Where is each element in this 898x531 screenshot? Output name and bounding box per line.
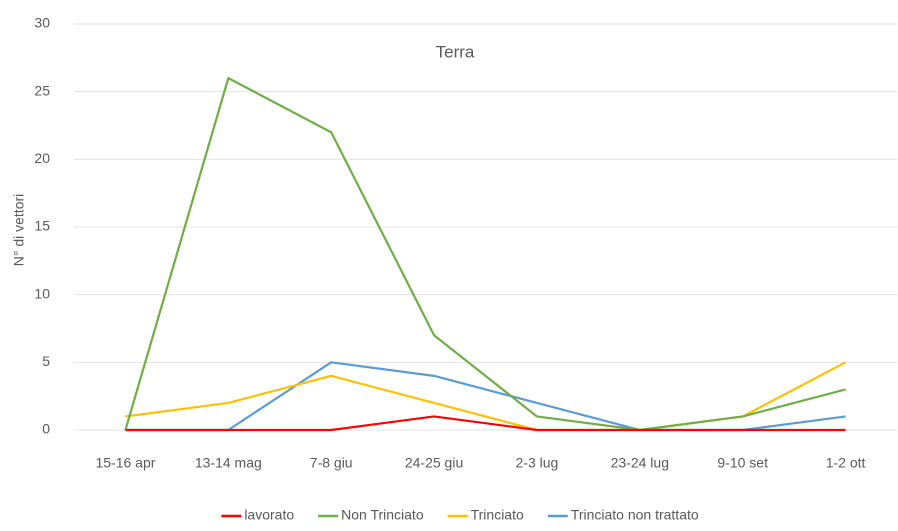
y-tick-label: 5 [42,353,50,369]
x-tick-label: 24-25 giu [405,455,463,471]
legend-label: Trinciato non trattato [571,507,699,523]
y-axis-label: N° di vettori [11,194,27,267]
legend-label: lavorato [244,507,294,523]
legend-label: Non Trinciato [341,507,424,523]
x-tick-label: 9-10 set [717,455,768,471]
series-line [124,77,846,432]
y-tick-label: 15 [34,218,50,234]
legend-label: Trinciato [471,507,524,523]
y-tick-label: 20 [34,150,50,166]
x-tick-label: 23-24 lug [611,455,669,471]
x-tick-label: 13-14 mag [195,455,262,471]
y-tick-label: 0 [42,421,50,437]
chart-title: Terra [436,42,475,61]
y-tick-label: 10 [34,285,50,301]
series-line [125,415,846,432]
x-tick-label: 1-2 ott [826,455,866,471]
y-tick-label: 30 [34,15,50,31]
x-tick-label: 15-16 apr [95,455,155,471]
y-tick-label: 25 [34,82,50,98]
x-tick-label: 2-3 lug [516,455,559,471]
x-tick-label: 7-8 giu [310,455,353,471]
